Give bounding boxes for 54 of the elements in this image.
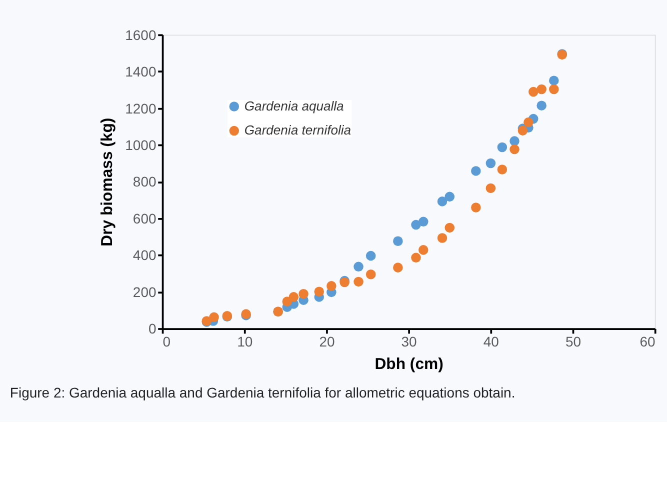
point [497, 142, 508, 152]
y-axis-title: Dry biomass (kg) [99, 118, 116, 246]
point [288, 292, 299, 302]
point [326, 281, 336, 291]
x-tick-label: 30 [401, 334, 418, 350]
y-tick-label: 1600 [125, 26, 156, 43]
y-tick-label: 600 [132, 210, 156, 226]
x-tick-label: 0 [162, 334, 171, 350]
point [298, 288, 308, 299]
point [549, 76, 559, 86]
point [486, 158, 496, 168]
x-tick-label: 50 [565, 334, 582, 350]
point [366, 250, 376, 261]
x-tick-label: 10 [237, 334, 253, 350]
point [411, 220, 421, 230]
caption: Figure 2: Gardenia aqualla and Gardenia ternifolia for allometric equations obtain. [10, 384, 516, 401]
x-tick-label: 40 [483, 334, 500, 350]
point [437, 233, 448, 243]
y-tick-label: 1200 [125, 100, 156, 116]
point [314, 286, 324, 297]
point [418, 245, 428, 255]
point [418, 216, 428, 227]
point [536, 84, 546, 94]
point [209, 312, 219, 322]
y-tick-label: 800 [132, 174, 156, 190]
legend-label: Gardenia ternifolia [244, 122, 352, 138]
point [471, 202, 481, 212]
y-tick-label: 200 [132, 284, 156, 300]
point [366, 269, 376, 280]
y-tick-label: 1400 [125, 64, 156, 80]
point [354, 276, 364, 287]
point [497, 164, 508, 174]
point [437, 196, 448, 206]
y-tick-label: 400 [132, 247, 156, 264]
point [411, 252, 421, 263]
x-tick-label: 20 [319, 334, 335, 350]
point [536, 100, 546, 110]
point [444, 192, 455, 202]
point [471, 166, 481, 176]
point [486, 183, 496, 194]
legend-label: Gardenia aqualla [244, 98, 344, 114]
point [528, 86, 538, 97]
point [393, 236, 403, 246]
y-tick-label: 1000 [125, 137, 156, 154]
point [524, 117, 534, 128]
point [444, 222, 455, 233]
point [354, 262, 364, 272]
y-tick-label: 0 [148, 320, 156, 337]
point [549, 84, 559, 94]
point [510, 144, 520, 154]
point [393, 262, 403, 272]
point [510, 136, 520, 146]
x-tick-label: 60 [640, 334, 656, 350]
x-axis-title: Dbh (cm) [374, 356, 444, 374]
